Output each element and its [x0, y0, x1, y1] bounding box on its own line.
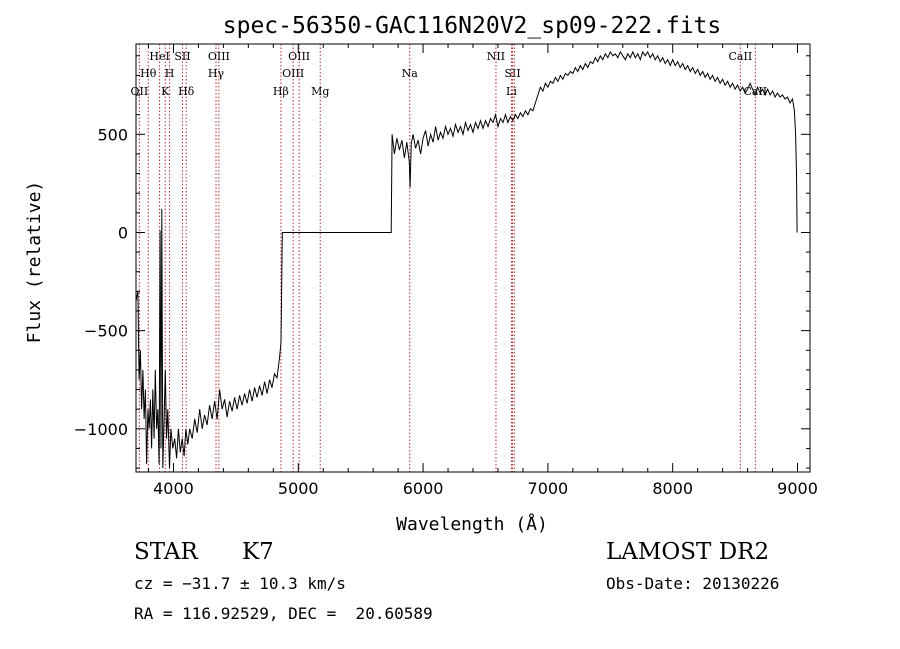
y-tick-label: 500	[97, 125, 128, 144]
y-tick-label: −500	[84, 322, 128, 341]
chart-title: spec-56350-GAC116N20V2_sp09-222.fits	[223, 13, 722, 39]
x-tick-label: 9000	[777, 479, 818, 498]
x-tick-label: 8000	[652, 479, 693, 498]
x-tick-label: 6000	[403, 479, 444, 498]
line-marker-label: Hθ	[140, 67, 157, 80]
line-marker-label: Li	[506, 85, 517, 98]
line-marker-label: NII	[487, 50, 505, 63]
survey-label: LAMOST DR2	[606, 539, 770, 565]
line-marker-label: SII	[504, 67, 520, 80]
line-marker-label: Mg	[311, 85, 329, 98]
axes: 4000 5000 6000 7000 8000 9000 −1000 −500 0 500	[74, 44, 818, 498]
line-marker-label: Hβ	[273, 85, 289, 98]
obs-date: Obs-Date: 20130226	[606, 574, 780, 593]
spectrum-line	[135, 50, 798, 469]
line-marker-label: HeI	[149, 50, 169, 63]
x-axis-label: Wavelength (Å)	[396, 513, 548, 535]
line-marker-label: Na	[402, 67, 419, 80]
line-marker-label: OIII	[208, 50, 230, 63]
line-marker-label: CaII	[743, 85, 767, 98]
y-tick-label: 0	[118, 223, 128, 242]
line-marker-label: OIII	[282, 67, 304, 80]
coordinates: RA = 116.92529, DEC = 20.60589	[134, 604, 433, 623]
object-class: STAR	[134, 539, 198, 565]
line-marker-label: Hγ	[208, 67, 225, 80]
y-axis-label: Flux (relative)	[24, 181, 45, 344]
line-marker-label: Hδ	[178, 85, 195, 98]
redshift-readout: cz = −31.7 ± 10.3 km/s	[134, 574, 346, 593]
line-marker-label: SII	[174, 50, 190, 63]
x-tick-label: 4000	[153, 479, 194, 498]
line-marker-label: H	[165, 67, 175, 80]
spectrum-series	[135, 50, 798, 469]
x-tick-label: 7000	[528, 479, 569, 498]
line-marker-label: OIII	[288, 50, 310, 63]
x-tick-label: 5000	[278, 479, 319, 498]
line-marker-label: K	[161, 85, 170, 98]
spectral-line-markers: OII Hθ HeI KH SII Hδ Hγ OIII Hβ OIII OIII Mg Na NII Li…	[131, 44, 767, 472]
object-subclass: K7	[242, 539, 274, 565]
line-marker-label: CaII	[729, 50, 753, 63]
y-tick-label: −1000	[74, 420, 128, 439]
line-marker-label: OII	[131, 85, 149, 98]
